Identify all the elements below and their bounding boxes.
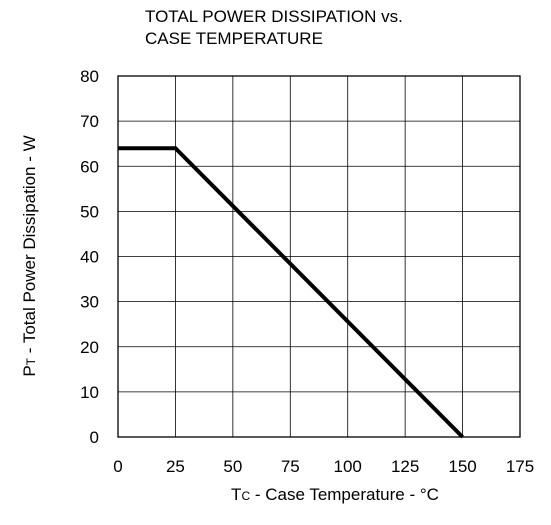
- y-tick-label: 10: [80, 383, 99, 402]
- x-tick-label: 75: [281, 457, 300, 476]
- y-tick-labels: 0 10 20 30 40 50 60 70 80: [80, 67, 99, 447]
- grid: [118, 76, 520, 437]
- x-tick-label: 100: [334, 457, 362, 476]
- x-tick-label: 50: [223, 457, 242, 476]
- chart-title-line-2: CASE TEMPERATURE: [145, 29, 323, 48]
- series-line: [118, 146, 464, 439]
- x-axis-label: TC - Case Temperature - °C: [231, 485, 439, 504]
- y-tick-label: 60: [80, 157, 99, 176]
- y-tick-label: 20: [80, 338, 99, 357]
- x-tick-labels: 0 25 50 75 100 125 150 175: [113, 457, 534, 476]
- y-tick-label: 80: [80, 67, 99, 86]
- series-group: [118, 146, 464, 439]
- plot-frame: [117, 75, 521, 438]
- y-tick-label: 70: [80, 112, 99, 131]
- y-axis-label: PT - Total Power Dissipation - W: [20, 135, 39, 376]
- chart-title-line-1: TOTAL POWER DISSIPATION vs.: [145, 7, 403, 26]
- x-tick-label: 125: [391, 457, 419, 476]
- y-tick-label: 40: [80, 248, 99, 267]
- y-tick-label: 30: [80, 293, 99, 312]
- x-tick-label: 150: [448, 457, 476, 476]
- x-tick-label: 175: [506, 457, 534, 476]
- y-tick-label: 50: [80, 202, 99, 221]
- x-tick-label: 0: [113, 457, 122, 476]
- x-tick-label: 25: [166, 457, 185, 476]
- y-tick-label: 0: [90, 428, 99, 447]
